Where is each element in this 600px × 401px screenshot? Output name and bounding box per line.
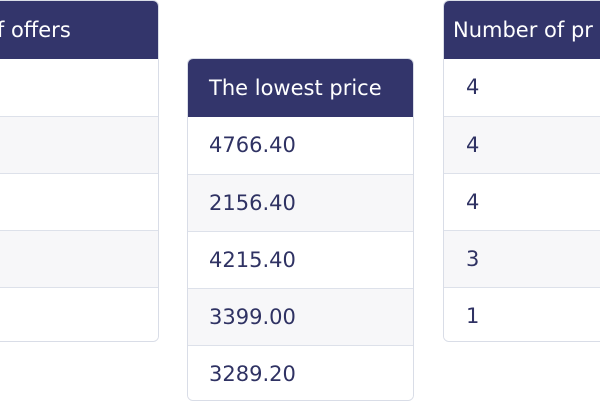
table-row [0, 173, 158, 230]
table-row: 1 [444, 287, 600, 341]
price-cell: 3399.00 [209, 305, 296, 329]
number-pr-cell: 4 [466, 133, 480, 157]
number-pr-cell: 1 [466, 304, 480, 328]
table-row: 2156.40 [188, 174, 413, 231]
table-row [0, 230, 158, 287]
number-pr-table-body: 4 4 4 3 1 [444, 59, 600, 341]
offers-header-label: Number of offers [0, 18, 71, 42]
table-row [0, 59, 158, 116]
price-cell: 4215.40 [209, 248, 296, 272]
price-cell: 4766.40 [209, 133, 296, 157]
lowest-price-table-header: The lowest price [188, 59, 413, 117]
number-pr-cell: 4 [466, 75, 480, 99]
table-row: 3399.00 [188, 288, 413, 345]
offers-table-body [0, 59, 158, 341]
number-pr-table-header: Number of pr [444, 1, 600, 59]
offers-table: Number of offers [0, 0, 159, 342]
number-pr-cell: 4 [466, 190, 480, 214]
lowest-price-header-label: The lowest price [209, 76, 382, 100]
table-row: 4 [444, 173, 600, 230]
table-row: 4766.40 [188, 117, 413, 174]
lowest-price-table: The lowest price 4766.40 2156.40 4215.40… [187, 58, 414, 401]
lowest-price-table-body: 4766.40 2156.40 4215.40 3399.00 3289.20 [188, 117, 413, 400]
price-cell: 3289.20 [209, 362, 296, 386]
number-pr-cell: 3 [466, 247, 480, 271]
table-row: 3 [444, 230, 600, 287]
table-row [0, 116, 158, 173]
table-row: 4215.40 [188, 231, 413, 288]
number-pr-header-label: Number of pr [453, 18, 593, 42]
offers-table-header: Number of offers [0, 1, 158, 59]
table-row: 3289.20 [188, 345, 413, 400]
price-cell: 2156.40 [209, 191, 296, 215]
table-row: 4 [444, 116, 600, 173]
table-row [0, 287, 158, 341]
table-row: 4 [444, 59, 600, 116]
number-pr-table: Number of pr 4 4 4 3 1 [443, 0, 600, 342]
